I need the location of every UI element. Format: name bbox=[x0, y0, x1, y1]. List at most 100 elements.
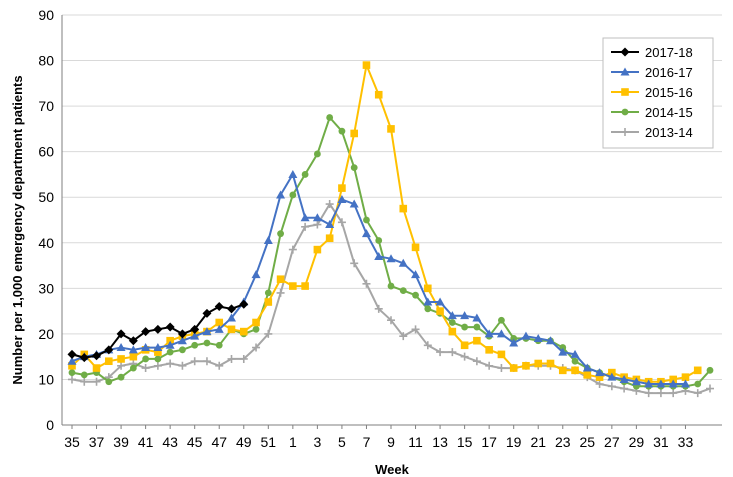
legend-label-2017-18: 2017-18 bbox=[645, 45, 693, 60]
data-point-2014-15 bbox=[215, 341, 223, 349]
data-point-2016-17 bbox=[570, 349, 580, 358]
legend-marker-2015-16 bbox=[621, 88, 629, 96]
data-point-2013-14 bbox=[337, 218, 346, 227]
legend-label-2016-17: 2016-17 bbox=[645, 65, 693, 80]
data-point-2015-16 bbox=[460, 341, 469, 350]
data-point-2016-17 bbox=[227, 313, 236, 322]
legend: 2017-18 2016-17 2015-16 2014-15 2013-14 bbox=[602, 37, 714, 149]
data-point-2013-14 bbox=[644, 389, 653, 398]
data-point-2015-16 bbox=[215, 318, 224, 327]
data-point-2013-14 bbox=[620, 384, 629, 393]
x-tick-label: 21 bbox=[530, 434, 546, 450]
x-tick-label: 17 bbox=[481, 434, 497, 450]
data-point-2013-14 bbox=[436, 348, 445, 357]
x-tick-label: 49 bbox=[236, 434, 252, 450]
data-point-2016-17 bbox=[582, 363, 592, 372]
x-tick-label: 51 bbox=[261, 434, 277, 450]
data-point-2013-14 bbox=[301, 222, 310, 231]
data-point-2014-15 bbox=[313, 150, 321, 158]
data-point-2015-16 bbox=[436, 307, 444, 315]
x-tick-label: 15 bbox=[457, 434, 473, 450]
data-point-2015-16 bbox=[571, 366, 579, 375]
data-point-2013-14 bbox=[472, 357, 481, 366]
data-point-2014-15 bbox=[363, 216, 370, 224]
data-point-2013-14 bbox=[607, 382, 616, 391]
data-point-2015-16 bbox=[338, 184, 346, 192]
data-point-2016-17 bbox=[595, 368, 605, 377]
data-point-2016-17 bbox=[386, 254, 396, 263]
data-point-2013-14 bbox=[92, 377, 101, 386]
data-point-2015-16 bbox=[129, 352, 138, 361]
data-point-2013-14 bbox=[239, 354, 248, 363]
data-point-2014-15 bbox=[448, 319, 456, 326]
x-tick-label: 7 bbox=[363, 434, 371, 450]
data-point-2015-16 bbox=[473, 336, 481, 345]
y-tick-label: 50 bbox=[38, 189, 54, 205]
data-point-2016-17 bbox=[398, 258, 408, 267]
data-point-2014-15 bbox=[117, 373, 125, 381]
data-point-2015-16 bbox=[534, 359, 543, 368]
x-tick-label: 27 bbox=[604, 434, 620, 450]
data-point-2017-18 bbox=[67, 349, 77, 359]
data-point-2015-16 bbox=[497, 350, 506, 359]
data-point-2017-18 bbox=[227, 304, 236, 314]
data-point-2014-15 bbox=[203, 339, 211, 347]
data-point-2016-17 bbox=[128, 345, 138, 354]
data-point-2013-14 bbox=[669, 389, 678, 398]
legend-marker-2013-14 bbox=[621, 128, 629, 136]
data-point-2014-15 bbox=[68, 369, 76, 377]
x-axis-tick-labels: 35 37 39 41 43 45 47 49 51 1 3 5 7 9 11 13 15 17 19 21 23 25 2… bbox=[64, 425, 693, 450]
data-point-2017-18 bbox=[190, 324, 200, 334]
data-point-2013-14 bbox=[141, 364, 150, 373]
data-point-2013-14 bbox=[423, 341, 432, 350]
data-point-2014-15 bbox=[105, 378, 113, 386]
data-point-2016-17 bbox=[607, 372, 617, 381]
data-point-2013-14 bbox=[350, 259, 359, 268]
legend-marker-2016-17 bbox=[620, 67, 630, 76]
data-point-2014-15 bbox=[289, 191, 297, 199]
data-point-2016-17 bbox=[460, 311, 470, 320]
x-tick-label: 9 bbox=[387, 434, 395, 450]
data-point-2014-15 bbox=[154, 355, 162, 363]
data-point-2015-16 bbox=[264, 298, 273, 306]
x-tick-label: 25 bbox=[580, 434, 596, 450]
legend-label-2014-15: 2014-15 bbox=[645, 105, 693, 120]
x-tick-label: 13 bbox=[432, 434, 448, 450]
data-point-2014-15 bbox=[277, 230, 284, 238]
data-point-2013-14 bbox=[252, 343, 261, 352]
data-point-2013-14 bbox=[460, 352, 469, 361]
x-tick-label: 45 bbox=[187, 434, 203, 450]
x-tick-label: 31 bbox=[653, 434, 669, 450]
data-point-2013-14 bbox=[190, 357, 199, 366]
data-point-2017-18 bbox=[177, 329, 187, 339]
data-point-2017-18 bbox=[104, 345, 114, 355]
data-point-2016-17 bbox=[300, 213, 310, 222]
data-point-2016-17 bbox=[141, 343, 151, 352]
data-point-2013-14 bbox=[656, 389, 665, 398]
x-tick-label: 41 bbox=[138, 434, 154, 450]
y-tick-label: 10 bbox=[38, 371, 54, 387]
data-point-2015-16 bbox=[325, 234, 334, 243]
x-tick-label: 29 bbox=[629, 434, 645, 450]
data-point-2016-17 bbox=[153, 343, 163, 352]
data-point-2013-14 bbox=[595, 380, 604, 388]
data-point-2014-15 bbox=[179, 346, 186, 354]
data-point-2015-16 bbox=[68, 361, 76, 370]
legend-label-2015-16: 2015-16 bbox=[645, 85, 693, 100]
data-point-2015-16 bbox=[276, 275, 285, 284]
data-point-2016-17 bbox=[619, 374, 629, 383]
data-point-2015-16 bbox=[239, 327, 248, 336]
data-point-2014-15 bbox=[399, 287, 407, 295]
data-point-2017-18 bbox=[165, 322, 175, 332]
legend-marker-2014-15 bbox=[621, 108, 629, 116]
data-point-2015-16 bbox=[669, 375, 677, 384]
data-point-2016-17 bbox=[202, 327, 212, 336]
data-point-2013-14 bbox=[411, 325, 420, 334]
y-tick-label: 20 bbox=[38, 326, 54, 342]
x-tick-label: 35 bbox=[64, 434, 80, 450]
data-point-2014-15 bbox=[338, 127, 346, 135]
data-point-2016-17 bbox=[484, 329, 494, 338]
data-point-2016-17 bbox=[558, 347, 568, 356]
data-point-2014-15 bbox=[326, 114, 334, 121]
legend-marker-2017-18 bbox=[620, 47, 630, 57]
